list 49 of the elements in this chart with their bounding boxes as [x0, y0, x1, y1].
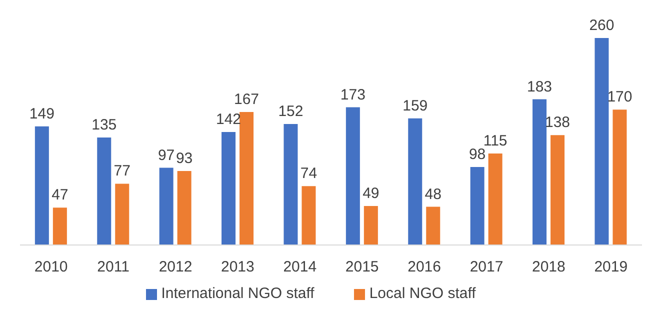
data-label: 98 — [468, 146, 486, 163]
x-tick-label: 2015 — [345, 258, 379, 276]
x-tick-label: 2019 — [594, 258, 628, 276]
bar — [97, 138, 112, 245]
data-label: 97 — [158, 146, 175, 164]
bar — [115, 184, 130, 245]
legend-label: Local NGO staff — [369, 285, 476, 302]
data-label: 74 — [300, 165, 318, 182]
bar — [240, 112, 254, 245]
bar — [222, 132, 236, 245]
data-label: 48 — [424, 186, 442, 203]
data-label: 173 — [340, 86, 366, 104]
bar — [159, 168, 174, 245]
data-label: 49 — [362, 184, 380, 202]
x-tick-label: 2010 — [34, 258, 68, 276]
bar — [364, 206, 378, 245]
bar — [408, 118, 422, 245]
x-tick-label: 2011 — [97, 258, 130, 276]
legend-label: International NGO staff — [161, 285, 314, 302]
x-tick-label: 2018 — [532, 258, 566, 276]
data-label: 167 — [234, 91, 260, 108]
data-label: 159 — [402, 97, 428, 114]
bar — [532, 99, 547, 245]
x-tick-label: 2014 — [283, 258, 317, 276]
data-label: 135 — [92, 116, 117, 134]
x-tick-label: 2016 — [408, 258, 441, 276]
x-tick-label: 2012 — [158, 258, 192, 276]
data-label: 152 — [278, 102, 304, 120]
bar — [426, 206, 440, 245]
bar — [302, 186, 316, 245]
bar — [346, 107, 360, 245]
bar — [594, 38, 609, 245]
data-label: 260 — [589, 17, 614, 34]
bar — [34, 126, 49, 245]
bar — [52, 208, 67, 245]
bar — [612, 110, 627, 245]
bar — [488, 153, 502, 245]
x-tick-label: 2013 — [221, 258, 254, 276]
bar — [470, 166, 484, 245]
data-label: 93 — [176, 150, 193, 167]
data-label: 183 — [527, 78, 552, 96]
x-tick-label: 2017 — [470, 258, 504, 276]
bar — [177, 170, 192, 245]
data-label: 149 — [29, 105, 54, 122]
data-label: 77 — [114, 162, 130, 180]
data-label: 47 — [52, 186, 68, 204]
bar — [284, 124, 298, 245]
bar — [550, 135, 565, 245]
data-label: 115 — [483, 132, 508, 150]
